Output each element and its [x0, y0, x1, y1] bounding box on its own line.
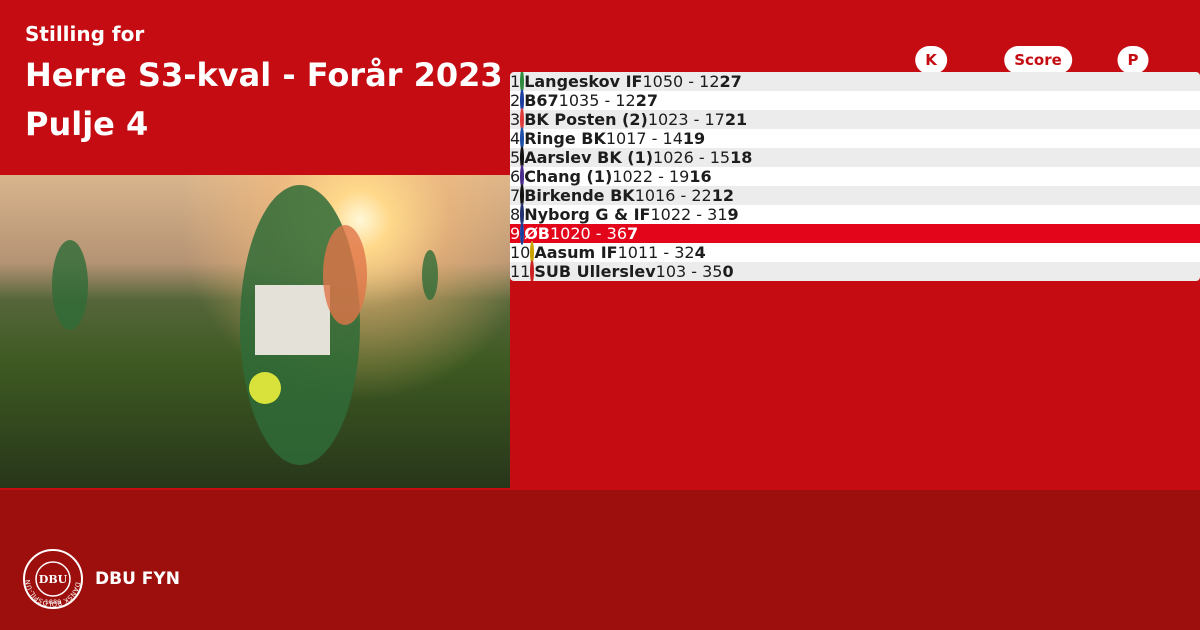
title: Herre S3-kval - Forår 2023 [25, 56, 503, 94]
matches: 10 [617, 243, 638, 262]
column-header: K [915, 46, 947, 74]
team-name: ØB [524, 224, 550, 243]
rank: 9 [510, 224, 521, 243]
logo-year: 1889 [45, 598, 62, 606]
team-name: BK Posten (2) [524, 110, 648, 129]
column-header: P [1117, 46, 1149, 74]
rank: 11 [510, 262, 531, 281]
points: 9 [727, 205, 739, 224]
matches: 10 [650, 205, 671, 224]
kicker: Stilling for [25, 22, 145, 46]
rank: 1 [510, 72, 521, 91]
score: 35 - 12 [579, 91, 636, 110]
table-row: 10 Aasum IF1011 - 324 [510, 241, 1200, 264]
table-row: 7 Birkende BK1016 - 2212 [510, 184, 1200, 207]
table-row: 11 SUB Ullerslev103 - 350 [510, 260, 1200, 281]
points: 12 [711, 186, 734, 205]
table-row: 5 Aarslev BK (1)1026 - 1518 [510, 146, 1200, 169]
matches: 10 [549, 224, 571, 243]
team-logo [520, 203, 525, 226]
points: 4 [694, 243, 706, 262]
points: 19 [682, 129, 706, 148]
matches: 10 [558, 91, 580, 110]
table-row: 9 ØB1020 - 367 [510, 222, 1200, 245]
matches: 10 [655, 262, 676, 281]
rank: 6 [510, 167, 521, 186]
matches: 10 [634, 186, 656, 205]
points: 16 [689, 167, 712, 186]
table-row: 4 Ringe BK1017 - 1419 [510, 127, 1200, 150]
score: 20 - 36 [570, 224, 628, 243]
table-row: 2 B671035 - 1227 [510, 89, 1200, 112]
team-name: Chang (1) [524, 167, 613, 186]
table-row: 3 BK Posten (2)1023 - 1721 [510, 108, 1200, 131]
team-name: Langeskov IF [524, 72, 643, 91]
score: 16 - 22 [655, 186, 712, 205]
score: 11 - 32 [637, 243, 695, 262]
rank: 4 [510, 129, 521, 148]
table-row: 1 Langeskov IF1050 - 1227 [510, 72, 1200, 93]
team-logo [520, 89, 525, 112]
team-logo [520, 127, 525, 150]
team-logo [520, 184, 525, 207]
photo [0, 175, 510, 488]
rank: 2 [510, 91, 521, 110]
table-row: 8 Nyborg G & IF1022 - 319 [510, 203, 1200, 226]
team-logo [530, 241, 535, 264]
logo-text: DBU [39, 573, 68, 586]
team-logo [530, 260, 535, 281]
points: 27 [719, 72, 742, 91]
matches: 10 [653, 148, 674, 167]
score: 23 - 17 [668, 110, 725, 129]
rank: 7 [510, 186, 521, 205]
rank: 5 [510, 148, 521, 167]
team-name: Ringe BK [524, 129, 606, 148]
score: 26 - 15 [673, 148, 731, 167]
points: 18 [730, 148, 753, 167]
team-name: Aasum IF [534, 243, 618, 262]
matches: 10 [605, 129, 627, 148]
matches: 10 [647, 110, 669, 129]
standings-table: 1 Langeskov IF1050 - 1227 2 B671035 - 1227 3… [510, 72, 1200, 281]
table-row: 6 Chang (1)1022 - 1916 [510, 165, 1200, 188]
points: 0 [722, 262, 734, 281]
team-name: Birkende BK [524, 186, 635, 205]
score: 17 - 14 [626, 129, 683, 148]
score: 22 - 19 [632, 167, 690, 186]
score: 3 - 35 [676, 262, 723, 281]
dbu-logo: DANSK BOLDSPIL-UNION 1889 DBU [22, 548, 83, 609]
team-logo [520, 222, 525, 245]
rank: 8 [510, 205, 521, 224]
rank: 3 [510, 110, 521, 129]
team-name: B67 [524, 91, 559, 110]
matches: 10 [612, 167, 633, 186]
team-name: Aarslev BK (1) [524, 148, 654, 167]
team-logo [520, 165, 525, 188]
points: 27 [635, 91, 658, 110]
score: 50 - 12 [662, 72, 720, 91]
team-logo [520, 72, 525, 93]
points: 21 [724, 110, 748, 129]
rank: 10 [510, 243, 531, 262]
subtitle: Pulje 4 [25, 105, 149, 143]
team-logo [520, 108, 525, 131]
brand-name: DBU FYN [95, 569, 180, 589]
matches: 10 [642, 72, 663, 91]
photo-art [52, 185, 438, 465]
column-header: Score [1004, 46, 1072, 74]
team-name: SUB Ullerslev [534, 262, 656, 281]
score: 22 - 31 [670, 205, 728, 224]
points: 7 [627, 224, 639, 243]
team-name: Nyborg G & IF [524, 205, 651, 224]
team-logo [520, 146, 525, 169]
